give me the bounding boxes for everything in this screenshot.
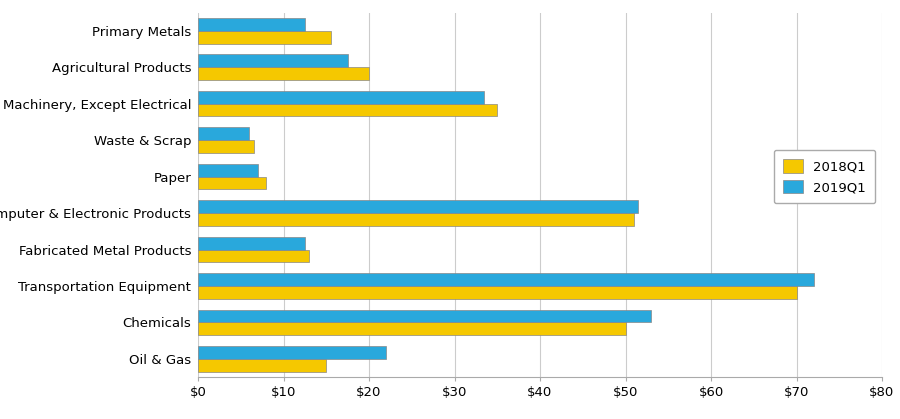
Bar (198, 54, 347, 67)
Bar (198, 237, 305, 249)
Bar (198, 250, 310, 262)
Bar (198, 286, 796, 299)
Bar (198, 127, 249, 140)
Legend: 2018Q1, 2019Q1: 2018Q1, 2019Q1 (774, 150, 876, 203)
Bar (198, 91, 484, 103)
Bar (198, 200, 638, 213)
Bar (198, 346, 386, 359)
Bar (198, 18, 305, 31)
Bar (198, 164, 258, 177)
Bar (198, 31, 330, 44)
Bar (198, 323, 626, 335)
Bar (198, 177, 266, 189)
Bar (198, 213, 634, 226)
Bar (198, 273, 814, 286)
Bar (198, 67, 369, 80)
Bar (198, 359, 326, 372)
Bar (198, 103, 497, 116)
Bar (198, 140, 254, 153)
Bar (198, 310, 652, 323)
